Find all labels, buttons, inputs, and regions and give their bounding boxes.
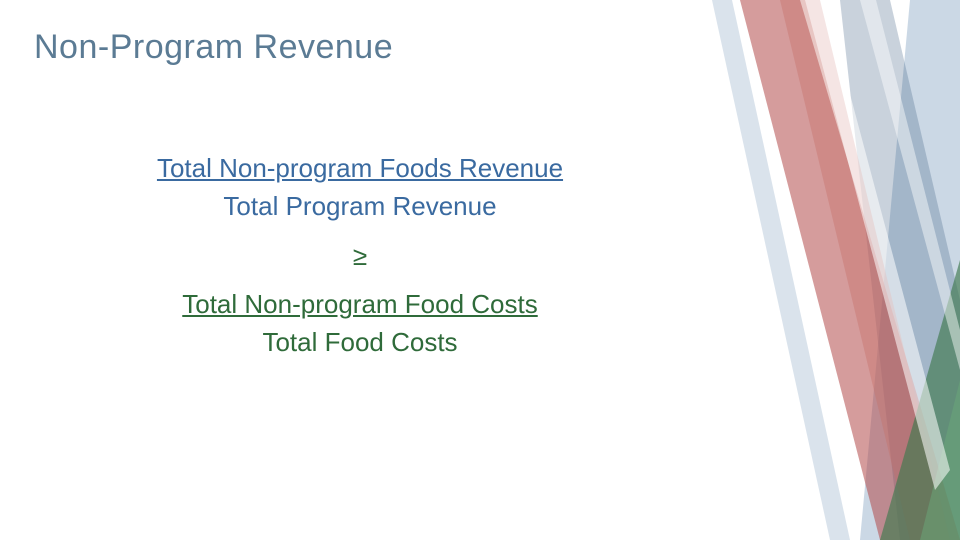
slide-title: Non-Program Revenue	[34, 28, 393, 67]
formula-block: Total Non-program Foods Revenue Total Pr…	[0, 150, 720, 362]
cost-numerator: Total Non-program Food Costs	[0, 286, 720, 324]
revenue-denominator: Total Program Revenue	[0, 188, 720, 226]
slide: Non-Program Revenue Total Non-program Fo…	[0, 0, 960, 540]
cost-denominator: Total Food Costs	[0, 324, 720, 362]
comparison-operator: ≥	[0, 241, 720, 272]
revenue-numerator: Total Non-program Foods Revenue	[0, 150, 720, 188]
